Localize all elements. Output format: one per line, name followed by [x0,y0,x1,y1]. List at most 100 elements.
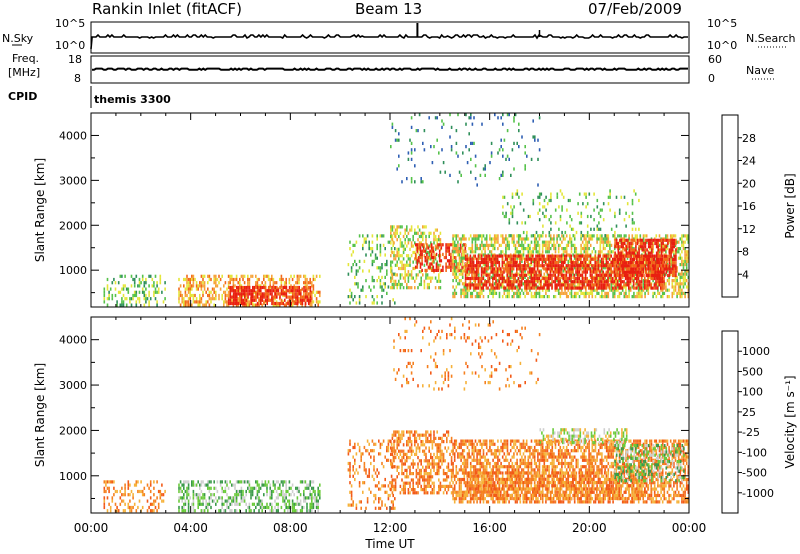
power-cell [264,298,267,302]
power-cell [674,243,677,247]
power-cell [578,280,580,284]
power-cell [576,276,579,281]
power-cell [476,243,478,247]
power-cell [660,245,663,249]
power-cell [580,250,582,254]
power-cell [250,295,252,299]
power-cell [620,261,623,265]
power-cell [637,295,640,299]
power-cell [679,285,682,289]
power-cell [536,260,539,265]
velocity-cell [219,496,222,500]
power-cell [474,266,477,270]
power-cell [564,283,566,287]
power-cell [610,250,613,254]
power-cell [373,298,375,302]
velocity-cell [113,486,115,490]
power-cell [667,267,669,271]
power-cell [537,234,539,238]
power-cell [464,257,467,261]
power-cell [416,249,419,253]
power-cell [610,243,613,247]
power-cell [565,243,568,247]
power-cell [661,257,664,261]
power-cell [480,280,483,284]
power-cell [203,287,206,291]
power-cell [569,259,571,263]
velocity-cell [197,499,199,503]
power-cell [553,237,555,241]
power-cell [652,279,654,283]
power-cell [679,291,682,295]
velocity-cell [159,493,162,497]
power-cell [399,244,402,248]
power-cell [410,148,413,152]
power-cell [414,256,417,260]
power-cell [573,247,576,251]
velocity-cell [183,505,185,510]
velocity-cell [197,505,199,510]
power-cell [570,273,572,277]
power-cell [402,257,405,261]
power-cell [522,253,525,257]
power-cell [434,254,437,258]
power-cell [234,289,236,293]
power-cell [469,260,472,265]
power-cell [371,275,374,279]
power-cell [355,301,358,305]
power-cell [465,113,467,117]
power-cell [532,119,534,123]
power-cell [315,297,318,301]
power-cell [418,113,421,117]
power-cell [309,289,312,293]
velocity-cell [229,502,231,506]
velocity-cell [178,483,180,487]
velocity-cell [137,489,139,494]
power-cell [570,276,572,281]
power-cell [500,173,502,177]
power-cell [607,237,610,241]
power-cell [667,273,669,278]
power-cell [636,261,639,265]
power-cell [573,295,576,299]
power-cell [422,273,424,277]
power-cell [311,293,313,298]
power-cell [646,248,648,252]
power-cell [506,240,509,244]
power-cell [682,282,685,286]
power-cell [119,274,122,278]
power-cell [644,280,646,284]
power-cell [477,280,480,284]
velocity-cell [186,493,188,497]
velocity-cell [195,483,198,487]
power-cell [597,273,600,277]
power-cell [638,251,640,255]
power-cell [287,301,289,306]
power-cell [401,282,403,287]
power-cell [394,234,397,239]
power-cell [381,234,383,238]
power-cell [396,254,398,258]
power-cell [625,270,628,274]
power-cell [402,286,405,290]
power-cell [538,288,541,292]
power-cell [453,243,456,247]
power-cell [452,259,454,263]
power-cell [199,303,201,307]
power-cell [390,237,393,241]
power-cell [452,291,454,295]
power-cell [610,254,612,258]
power-cell [602,254,604,258]
power-cell [298,274,300,278]
power-cell [471,291,474,295]
power-cell [396,273,398,277]
power-cell [430,254,432,258]
power-cell [631,238,634,242]
power-cell [644,264,647,268]
power-cell [474,237,477,241]
power-cell [545,214,547,219]
power-cell [461,250,464,254]
velocity-cell [114,502,117,506]
power-cell [391,228,394,232]
power-cell [439,241,442,245]
